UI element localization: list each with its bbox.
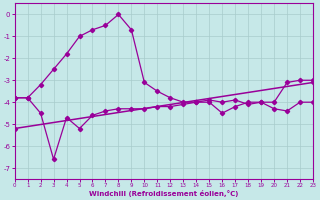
X-axis label: Windchill (Refroidissement éolien,°C): Windchill (Refroidissement éolien,°C) — [89, 190, 238, 197]
